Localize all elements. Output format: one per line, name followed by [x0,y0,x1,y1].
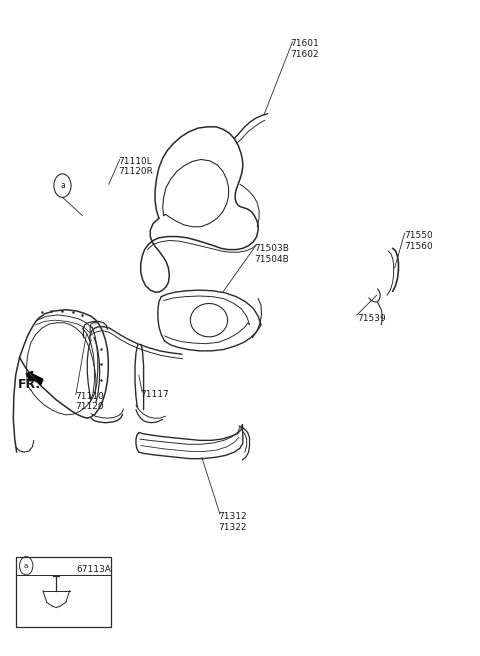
Text: 71117: 71117 [140,390,168,399]
Text: 71550
71560: 71550 71560 [405,232,433,251]
Text: 67113A: 67113A [77,565,112,574]
Text: a: a [24,563,28,569]
Text: a: a [60,181,65,190]
Text: 71110
71120: 71110 71120 [75,392,104,411]
Text: 71110L
71120R: 71110L 71120R [118,157,153,176]
Text: FR.: FR. [18,378,41,391]
Text: 71503B
71504B: 71503B 71504B [254,245,289,264]
Text: 71539: 71539 [357,314,385,323]
Text: 71312
71322: 71312 71322 [218,512,247,531]
FancyArrow shape [26,371,43,384]
Bar [16,557,111,627]
Text: 71601
71602: 71601 71602 [290,39,319,58]
